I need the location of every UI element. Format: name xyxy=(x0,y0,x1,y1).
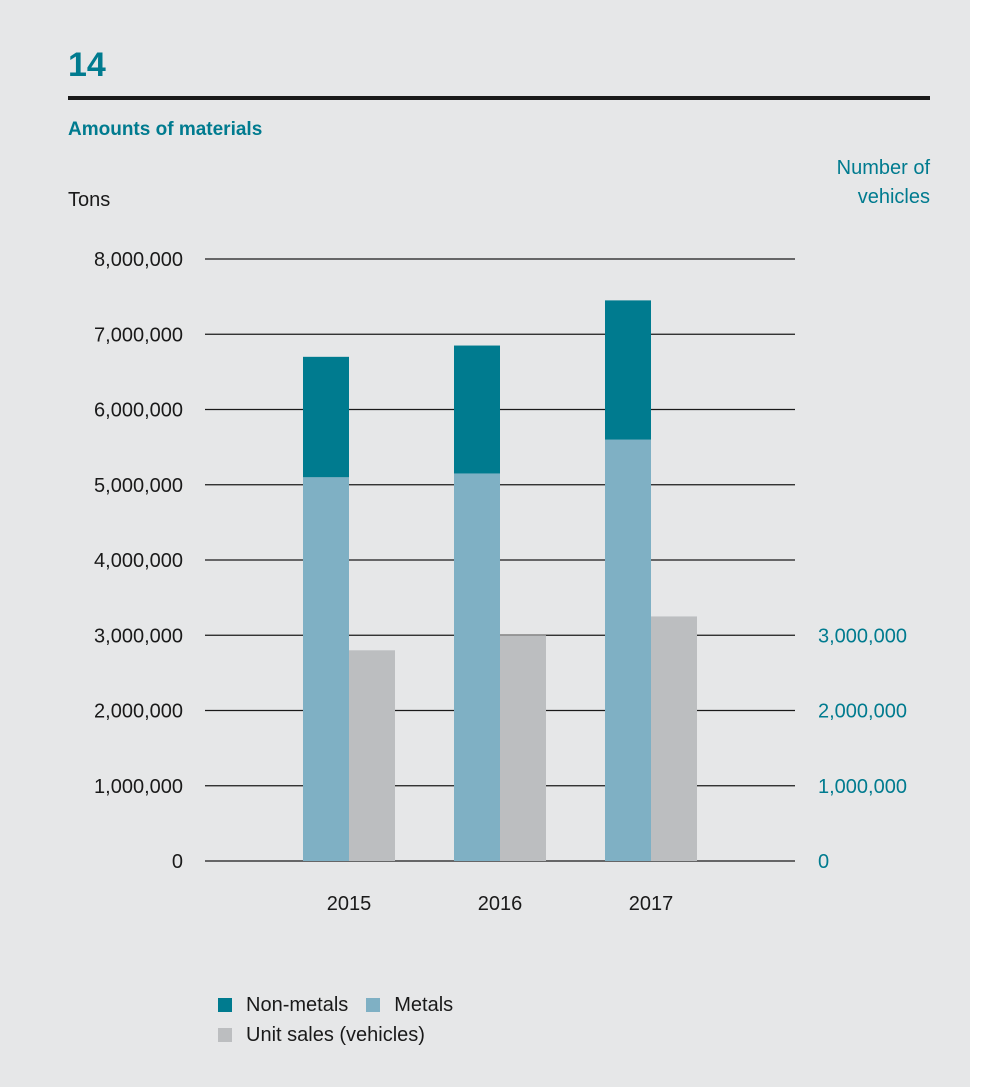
y-tick-label: 4,000,000 xyxy=(94,550,183,572)
y-tick-label: 2,000,000 xyxy=(94,701,183,723)
y-tick-label: 6,000,000 xyxy=(94,400,183,422)
title-rule xyxy=(68,96,930,100)
chart-title: Amounts of materials xyxy=(68,119,263,140)
bar-metals-2016 xyxy=(454,473,500,861)
x-tick-label: 2017 xyxy=(629,893,674,915)
legend-label: Metals xyxy=(394,993,454,1016)
y-tick-label: 0 xyxy=(172,851,183,873)
bar-non-metals-2015 xyxy=(303,356,349,478)
y2-tick-label: 1,000,000 xyxy=(818,776,907,798)
axis-labels: 0 1,000,000 2,000,000 3,000,000 4,000,000 5,0… xyxy=(94,249,907,915)
bar-non-metals-2016 xyxy=(454,345,500,474)
x-tick-label: 2015 xyxy=(327,893,372,915)
x-tick-label: 2016 xyxy=(478,893,523,915)
bar-unit-sales-2017 xyxy=(651,616,697,861)
y-axis-label: Tons xyxy=(68,189,110,211)
y2-tick-label: 2,000,000 xyxy=(818,701,907,723)
y2-tick-label: 3,000,000 xyxy=(818,625,907,647)
legend-swatch xyxy=(218,998,232,1012)
legend: Non-metals Metals Unit sales (vehicles) xyxy=(218,990,471,1050)
y-tick-label: 8,000,000 xyxy=(94,249,183,271)
legend-swatch xyxy=(218,1028,232,1042)
legend-label: Non-metals xyxy=(246,993,349,1016)
bars xyxy=(303,300,697,861)
legend-row: Unit sales (vehicles) xyxy=(218,1020,471,1050)
bar-metals-2017 xyxy=(605,439,651,861)
bar-non-metals-2017 xyxy=(605,300,651,440)
legend-row: Non-metals Metals xyxy=(218,990,471,1020)
legend-item: Unit sales (vehicles) xyxy=(218,1024,425,1047)
legend-item: Non-metals xyxy=(218,994,348,1017)
legend-item: Metals xyxy=(366,994,453,1017)
y-tick-label: 5,000,000 xyxy=(94,475,183,497)
figure-number: 14 xyxy=(68,46,106,84)
bar-unit-sales-2016 xyxy=(500,635,546,861)
y-tick-label: 1,000,000 xyxy=(94,776,183,798)
bar-unit-sales-2015 xyxy=(349,650,395,861)
legend-label: Unit sales (vehicles) xyxy=(246,1023,425,1046)
bar-metals-2015 xyxy=(303,477,349,861)
legend-swatch xyxy=(366,998,381,1012)
y2-tick-label: 0 xyxy=(818,851,829,873)
y2-axis-label: Number of vehicles xyxy=(837,157,931,208)
y-tick-label: 7,000,000 xyxy=(94,324,183,346)
y-tick-label: 3,000,000 xyxy=(94,625,183,647)
